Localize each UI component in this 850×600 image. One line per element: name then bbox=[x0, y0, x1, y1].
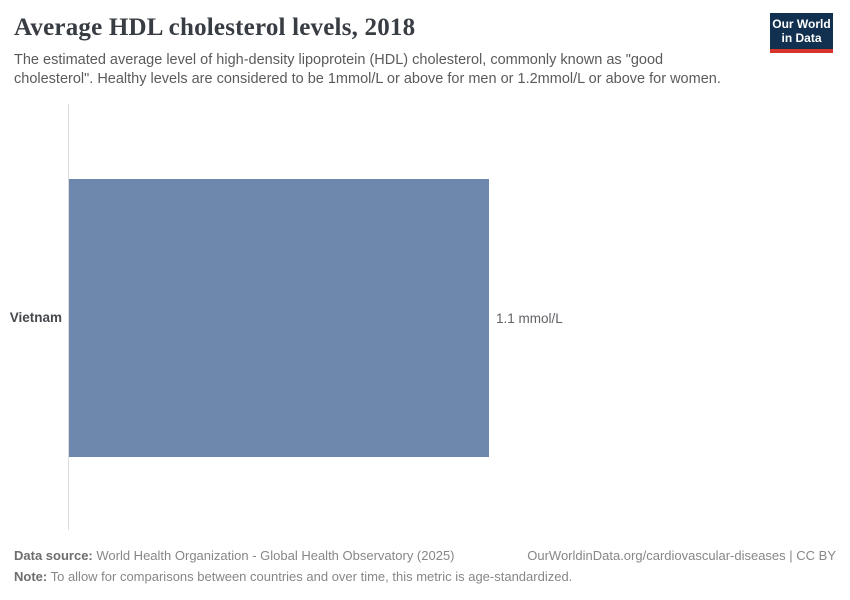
note-value: To allow for comparisons between countri… bbox=[47, 569, 573, 584]
bar-label-vietnam: Vietnam bbox=[9, 310, 62, 325]
data-source-value: World Health Organization - Global Healt… bbox=[92, 548, 455, 563]
owid-logo-line1: Our World bbox=[772, 17, 831, 31]
page-title: Average HDL cholesterol levels, 2018 bbox=[14, 14, 416, 41]
note-text: Note: To allow for comparisons between c… bbox=[14, 569, 836, 585]
chart-subtitle: The estimated average level of high-dens… bbox=[14, 52, 721, 87]
data-source-text: Data source: World Health Organization -… bbox=[14, 548, 455, 564]
y-axis-line bbox=[68, 104, 69, 530]
owid-logo-line2: in Data bbox=[781, 31, 822, 45]
owid-logo[interactable]: Our World in Data bbox=[770, 13, 833, 53]
footer: Data source: World Health Organization -… bbox=[14, 548, 836, 564]
bar-vietnam[interactable] bbox=[69, 179, 489, 457]
bar-value-label: 1.1 mmol/L bbox=[496, 311, 563, 326]
owid-url-link[interactable]: OurWorldinData.org/cardiovascular-diseas… bbox=[527, 548, 836, 563]
note-label: Note: bbox=[14, 569, 48, 584]
data-source-label: Data source: bbox=[14, 548, 93, 563]
